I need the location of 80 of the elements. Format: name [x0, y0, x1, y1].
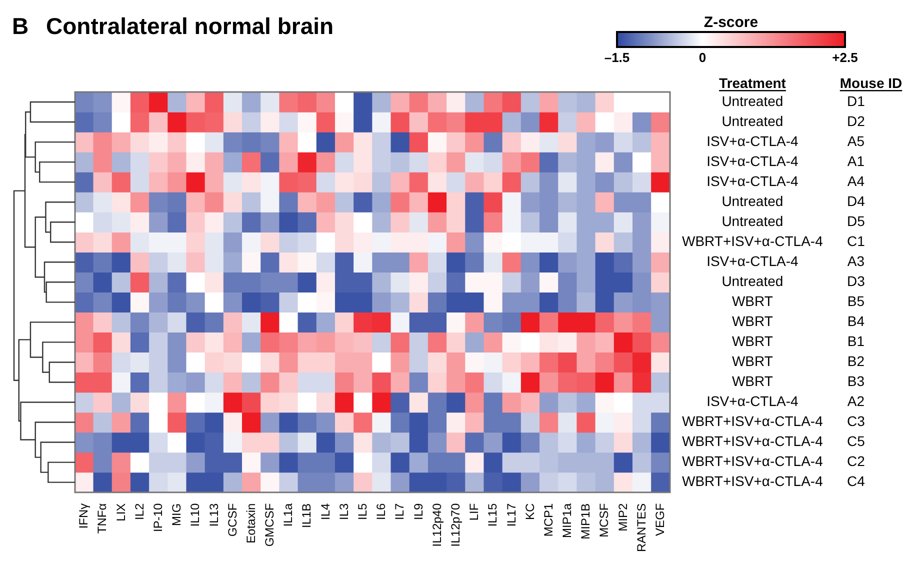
y2-tick-label: C3: [846, 413, 866, 430]
y2-tick-label: C1: [846, 232, 866, 249]
text: B: [12, 13, 29, 39]
x-tick-label: IL6: [374, 503, 388, 520]
y-tick-label: WBRT: [732, 353, 774, 370]
y-tick-label: Untreated: [722, 212, 784, 229]
x-tick-label: Eotaxin: [244, 503, 258, 544]
y2-tick-label: C2: [846, 453, 866, 470]
y2-tick-label: B2: [847, 353, 865, 370]
y2-tick-label: A5: [847, 132, 865, 149]
y2-tick-label: A4: [847, 172, 865, 189]
x-tick-label: IL13: [206, 503, 221, 527]
x-tick-label: IL5: [356, 503, 370, 520]
x-tick-label: IL2: [132, 503, 146, 520]
x-tick-label: IL1a: [281, 503, 296, 527]
y2-tick-label: D3: [846, 273, 866, 290]
x-tick-label: IL4: [318, 503, 332, 520]
y2-tick-label: C4: [846, 473, 866, 490]
y2-tick-label: C5: [846, 433, 866, 450]
y-tick-label: WBRT: [732, 293, 774, 310]
x-tick-label: IL12p70: [448, 503, 462, 547]
y-tick-label: WBRT+ISV+α-CTLA-4: [682, 473, 824, 490]
x-tick-label: IL1B: [300, 503, 314, 528]
y-tick-label: WBRT: [732, 313, 774, 330]
y-tick-label: Untreated: [722, 112, 784, 129]
y-tick-label: ISV+α-CTLA-4: [706, 172, 799, 189]
x-tick-label: GCSF: [225, 503, 240, 537]
y2-tick-label: B3: [847, 373, 865, 390]
x-tick-label: IP-10: [150, 503, 165, 532]
x-tick-label: IL12p40: [430, 503, 444, 547]
x-tick-label: IL17: [504, 503, 518, 527]
y2-tick-label: D4: [846, 192, 866, 209]
y-tick-label: WBRT+ISV+α-CTLA-4: [682, 433, 824, 450]
y2-tick-label: D2: [846, 112, 866, 129]
y-tick-label: ISV+α-CTLA-4: [706, 253, 799, 269]
y-tick-label: ISV+α-CTLA-4: [706, 132, 799, 149]
y-tick-label: Untreated: [722, 92, 784, 109]
x-tick-label: IL7: [392, 503, 407, 520]
y-tick-label: WBRT+ISV+α-CTLA-4: [682, 232, 824, 249]
text: Treatment: [719, 75, 786, 91]
color-bar-label: +2.5: [832, 50, 858, 65]
x-tick-label: MIP1a: [560, 503, 574, 538]
x-tick-label: MIP2: [616, 503, 630, 532]
y-tick-label: WBRT+ISV+α-CTLA-4: [682, 453, 824, 470]
x-tick-label: LIF: [467, 503, 482, 521]
x-tick-label: MCP1: [541, 503, 556, 537]
x-tick-label: IL10: [188, 503, 202, 527]
x-tick-label: KC: [522, 502, 537, 520]
y-tick-label: Untreated: [722, 273, 784, 290]
y2-tick-label: A3: [847, 253, 865, 269]
x-tick-label: IL9: [411, 503, 426, 520]
y2-tick-label: B1: [847, 333, 865, 350]
x-tick-label: IL3: [336, 503, 351, 520]
y-tick-label: WBRT: [732, 333, 774, 350]
text: Mouse ID: [840, 75, 902, 91]
y-tick-label: WBRT: [732, 373, 774, 390]
x-tick-label: IL15: [486, 503, 500, 527]
color-bar-label: 0: [698, 50, 706, 65]
x-tick-label: VEGF: [653, 503, 668, 536]
y-tick-label: ISV+α-CTLA-4: [706, 393, 799, 410]
y2-tick-label: B4: [847, 313, 865, 330]
y2-tick-label: D1: [846, 92, 866, 109]
y-tick-label: ISV+α-CTLA-4: [706, 152, 799, 169]
y-tick-label: Untreated: [722, 192, 784, 209]
y2-tick-label: A2: [847, 393, 865, 410]
color-bar-title: Z-score: [704, 14, 758, 31]
y-tick-label: WBRT+ISV+α-CTLA-4: [682, 413, 824, 430]
y2-tick-label: D5: [846, 212, 866, 229]
x-tick-label: RANTES: [634, 503, 648, 552]
x-tick-label: MIP1B: [578, 503, 593, 540]
x-tick-label: MCSF: [597, 503, 612, 538]
color-bar-label: –1.5: [604, 50, 630, 65]
x-tick-label: IFNγ: [76, 503, 91, 529]
x-tick-label: LIX: [114, 503, 128, 522]
x-tick-label: TNFα: [95, 503, 110, 534]
y2-tick-label: A1: [847, 152, 865, 169]
x-tick-label: MIG: [170, 503, 184, 526]
chart-title: Contralateral normal brain: [46, 13, 334, 39]
x-tick-label: GMCSF: [262, 503, 277, 547]
y2-tick-label: B5: [847, 293, 865, 310]
